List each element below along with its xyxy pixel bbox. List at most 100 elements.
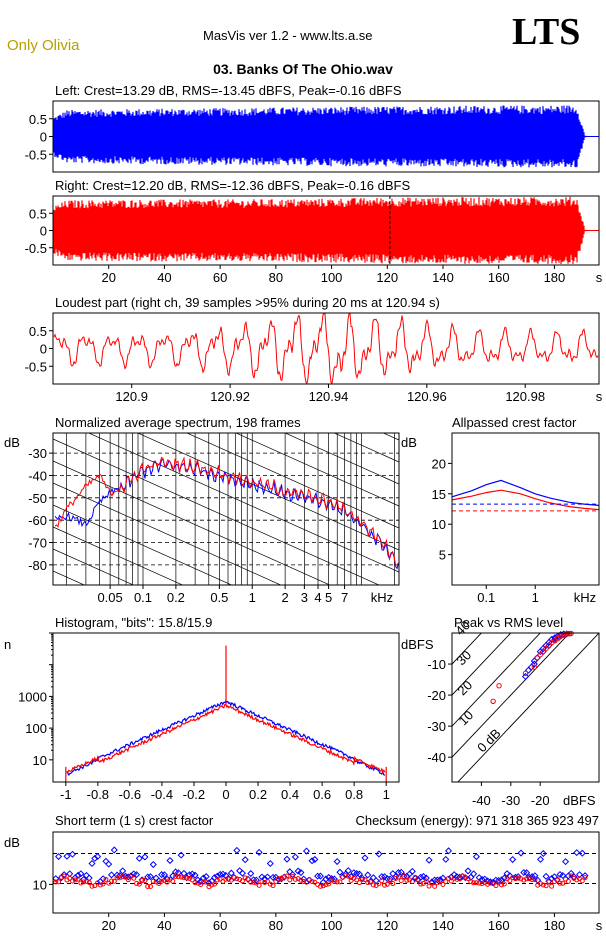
short-crest-point-right	[343, 873, 348, 879]
short-crest-plot: 10 20 40 60 80 100 120 140 160 180 s	[33, 831, 603, 933]
y-axis-label: 20	[432, 456, 446, 471]
short-crest-point-right	[178, 874, 184, 880]
x-axis-label: 4	[314, 590, 321, 605]
y-axis-label: 0	[40, 224, 47, 239]
peak-rms-ylabel: dBFS	[401, 637, 434, 652]
short-crest-point-right	[329, 877, 335, 883]
short-crest-point-right	[292, 876, 298, 882]
short-crest-point-right	[429, 880, 435, 886]
short-crest-point-left	[119, 867, 127, 875]
x-axis-label: -1	[60, 787, 72, 802]
crest-title: Allpassed crest factor	[452, 415, 577, 430]
slope-line	[53, 526, 184, 585]
short-crest-point-left	[503, 870, 511, 878]
short-crest-point-right	[320, 883, 326, 889]
slope-line	[53, 548, 135, 585]
short-crest-point-left	[263, 873, 272, 881]
y-axis-label: 15	[432, 487, 446, 502]
y-axis-label: 0	[40, 342, 47, 357]
x-axis-label: 40	[157, 918, 171, 933]
short-crest-point-left	[55, 853, 63, 861]
short-crest-point-left	[475, 874, 483, 882]
spectrum-ylabel: dB	[4, 435, 20, 450]
short-crest-point-left	[397, 868, 405, 876]
peak-rms-title: Peak vs RMS level	[454, 615, 563, 630]
short-crest-point-left	[241, 856, 249, 864]
short-crest-point-right	[532, 877, 538, 883]
peak-rms-xlabel: dBFS	[563, 793, 596, 808]
short-crest-point-left	[361, 854, 369, 862]
short-crest-point-right	[175, 874, 181, 880]
short-crest-point-right	[331, 878, 337, 884]
short-crest-point-right	[326, 881, 332, 887]
short-crest-point-right	[309, 878, 315, 884]
x-axis-label: 180	[544, 918, 566, 933]
x-axis-label: -0.4	[151, 787, 173, 802]
short-crest-point-left	[517, 849, 525, 857]
short-crest-point-right	[284, 873, 290, 879]
diagonal-line	[452, 633, 512, 696]
slope-line	[333, 433, 399, 463]
short-crest-point-right	[560, 880, 566, 886]
lts-logo: LTS	[512, 11, 580, 53]
plot-frame	[451, 432, 600, 586]
short-crest-point-left	[333, 857, 341, 866]
short-crest-point-right	[334, 879, 340, 885]
slope-line	[53, 482, 282, 585]
short-crest-ylabel: dB	[4, 835, 20, 850]
x-axis-label: 80	[269, 270, 283, 285]
short-crest-point-right	[136, 881, 142, 887]
slope-line	[87, 433, 399, 573]
short-crest-point-right	[421, 880, 426, 886]
short-crest-point-left	[428, 878, 436, 886]
x-axis-label: 0.6	[313, 787, 331, 802]
histogram-series-left	[66, 699, 386, 776]
x-axis-label: 0.5	[210, 590, 228, 605]
short-crest-point-left	[411, 874, 419, 882]
short-crest-point-left	[364, 871, 372, 879]
x-axis-unit: kHz	[574, 590, 596, 605]
short-crest-point-left	[445, 847, 453, 855]
short-crest-point-right	[270, 883, 276, 889]
x-axis-label: 0.1	[477, 590, 495, 605]
short-crest-point-left	[199, 874, 207, 882]
short-crest-point-right	[448, 878, 454, 884]
x-axis-label: 120.9	[115, 389, 148, 404]
short-crest-point-left	[110, 846, 118, 854]
short-crest-point-right	[515, 875, 521, 881]
left-waveform-title: Left: Crest=13.29 dB, RMS=-13.45 dBFS, P…	[55, 83, 402, 98]
app-title: MasVis ver 1.2 - www.lts.a.se	[203, 28, 373, 43]
short-crest-point-left	[347, 873, 355, 881]
short-crest-point-right	[120, 874, 126, 880]
x-axis-label: -0.8	[87, 787, 109, 802]
histogram-ylabel: n	[4, 637, 11, 652]
slope-lines	[53, 433, 399, 585]
short-crest-point-right	[200, 879, 206, 885]
slope-line	[235, 433, 399, 507]
x-axis-label: 120.92	[210, 389, 250, 404]
x-axis-label: 60	[213, 918, 227, 933]
x-axis-label: 5	[325, 590, 332, 605]
x-axis-label: 1	[249, 590, 256, 605]
short-crest-point-left	[289, 870, 297, 879]
short-crest-point-right	[579, 878, 585, 884]
y-axis-label: -30	[28, 446, 47, 461]
short-crest-point-right	[287, 877, 293, 883]
short-crest-point-left	[202, 873, 210, 881]
x-axis-label: 160	[488, 918, 510, 933]
y-axis-label: -0.5	[25, 241, 47, 256]
short-crest-point-left	[436, 876, 444, 884]
short-crest-point-left	[308, 857, 316, 865]
artist-name: Only Olivia	[7, 37, 80, 54]
y-axis-label: 0.5	[29, 112, 47, 127]
x-axis-label: 0.2	[167, 590, 185, 605]
short-crest-point-right	[189, 877, 195, 883]
short-crest-point-right	[432, 883, 438, 889]
short-crest-point-left	[581, 872, 589, 880]
short-crest-point-right	[468, 879, 474, 885]
x-axis-label: 140	[432, 918, 454, 933]
x-axis-unit: s	[596, 389, 603, 404]
short-crest-point-left	[523, 869, 531, 877]
short-crest-point-right	[473, 880, 479, 886]
short-crest-point-left	[464, 867, 472, 875]
